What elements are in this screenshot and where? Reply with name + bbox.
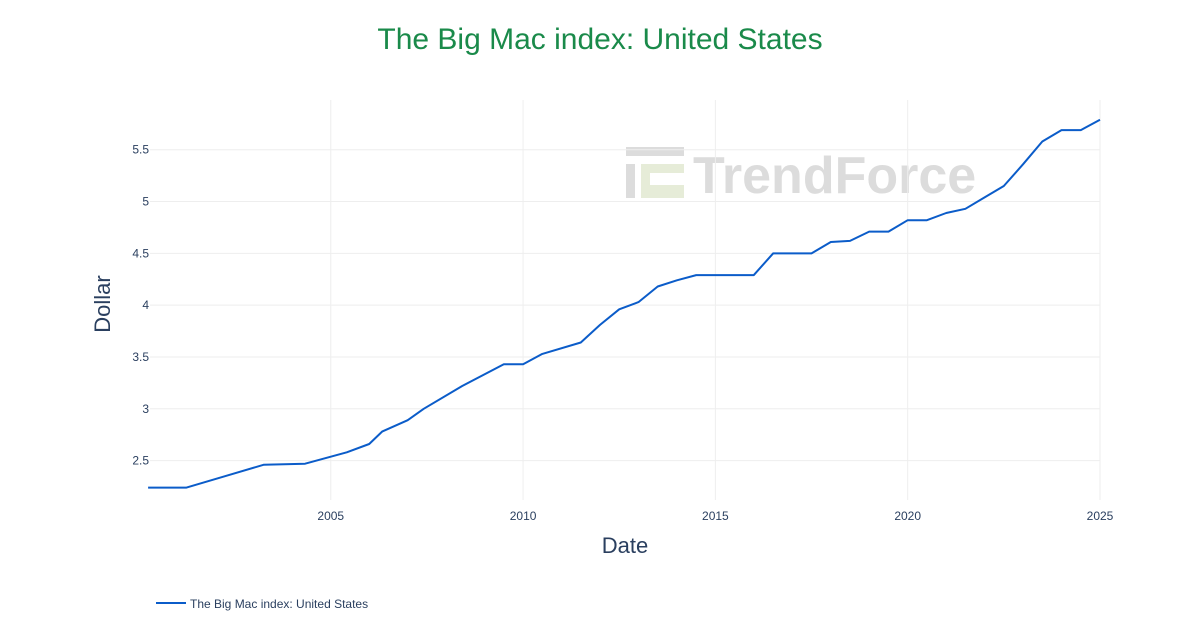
- y-tick-label: 3: [142, 402, 149, 416]
- data-point[interactable]: [829, 240, 833, 244]
- data-point[interactable]: [380, 430, 384, 434]
- data-point[interactable]: [262, 463, 266, 467]
- x-tick-label: 2005: [317, 509, 344, 523]
- data-point[interactable]: [771, 251, 775, 255]
- data-point[interactable]: [406, 418, 410, 422]
- series-line[interactable]: [148, 118, 1101, 489]
- x-axis-title: Date: [602, 533, 648, 558]
- data-point[interactable]: [1060, 128, 1064, 132]
- data-point[interactable]: [713, 273, 717, 277]
- data-point[interactable]: [1040, 140, 1044, 144]
- y-tick-label: 5.5: [132, 143, 149, 157]
- legend-label: The Big Mac index: United States: [190, 597, 368, 611]
- data-point[interactable]: [1098, 118, 1102, 122]
- data-point[interactable]: [694, 273, 698, 277]
- watermark: TrendForce: [626, 147, 976, 205]
- x-axis-ticks: 2005 2010 2015 2020 2025: [317, 509, 1113, 523]
- data-point[interactable]: [422, 407, 426, 411]
- data-point[interactable]: [944, 211, 948, 215]
- data-point[interactable]: [146, 486, 150, 490]
- data-point[interactable]: [521, 362, 525, 366]
- data-point[interactable]: [790, 251, 794, 255]
- data-point[interactable]: [637, 300, 641, 304]
- y-axis-ticks: 2.5 3 3.5 4 4.5 5 5.5: [132, 143, 149, 468]
- y-tick-label: 2.5: [132, 454, 149, 468]
- data-point[interactable]: [223, 474, 227, 478]
- data-point[interactable]: [345, 450, 349, 454]
- data-point[interactable]: [810, 251, 814, 255]
- data-point[interactable]: [185, 486, 189, 490]
- data-point[interactable]: [303, 462, 307, 466]
- data-point[interactable]: [906, 218, 910, 222]
- x-tick-label: 2010: [510, 509, 537, 523]
- data-point[interactable]: [367, 442, 371, 446]
- data-point[interactable]: [460, 384, 464, 388]
- data-point[interactable]: [867, 230, 871, 234]
- data-point[interactable]: [598, 323, 602, 327]
- trendforce-logo-icon: [626, 147, 684, 198]
- x-tick-label: 2025: [1087, 509, 1114, 523]
- data-point[interactable]: [1021, 162, 1025, 166]
- data-point[interactable]: [656, 285, 660, 289]
- data-point[interactable]: [675, 278, 679, 282]
- data-point[interactable]: [887, 230, 891, 234]
- y-tick-label: 4: [142, 298, 149, 312]
- x-tick-label: 2015: [702, 509, 729, 523]
- series-layer: [146, 118, 1102, 490]
- data-point[interactable]: [963, 207, 967, 211]
- data-point[interactable]: [579, 341, 583, 345]
- y-axis-title: Dollar: [90, 275, 115, 332]
- x-gridlines: [330, 100, 1101, 500]
- data-point[interactable]: [848, 239, 852, 243]
- data-point[interactable]: [925, 218, 929, 222]
- data-point[interactable]: [1002, 184, 1006, 188]
- data-point[interactable]: [502, 362, 506, 366]
- data-point[interactable]: [983, 195, 987, 199]
- y-tick-label: 4.5: [132, 246, 149, 260]
- y-tick-label: 3.5: [132, 350, 149, 364]
- watermark-label: TrendForce: [693, 147, 976, 205]
- y-tick-label: 5: [142, 195, 149, 209]
- data-point[interactable]: [540, 352, 544, 356]
- y-gridlines: [150, 149, 1100, 462]
- data-point[interactable]: [617, 307, 621, 311]
- data-point[interactable]: [752, 273, 756, 277]
- data-point[interactable]: [1079, 128, 1083, 132]
- data-point[interactable]: [733, 273, 737, 277]
- chart-title: The Big Mac index: United States: [377, 23, 822, 56]
- legend[interactable]: The Big Mac index: United States: [156, 597, 368, 611]
- x-tick-label: 2020: [894, 509, 921, 523]
